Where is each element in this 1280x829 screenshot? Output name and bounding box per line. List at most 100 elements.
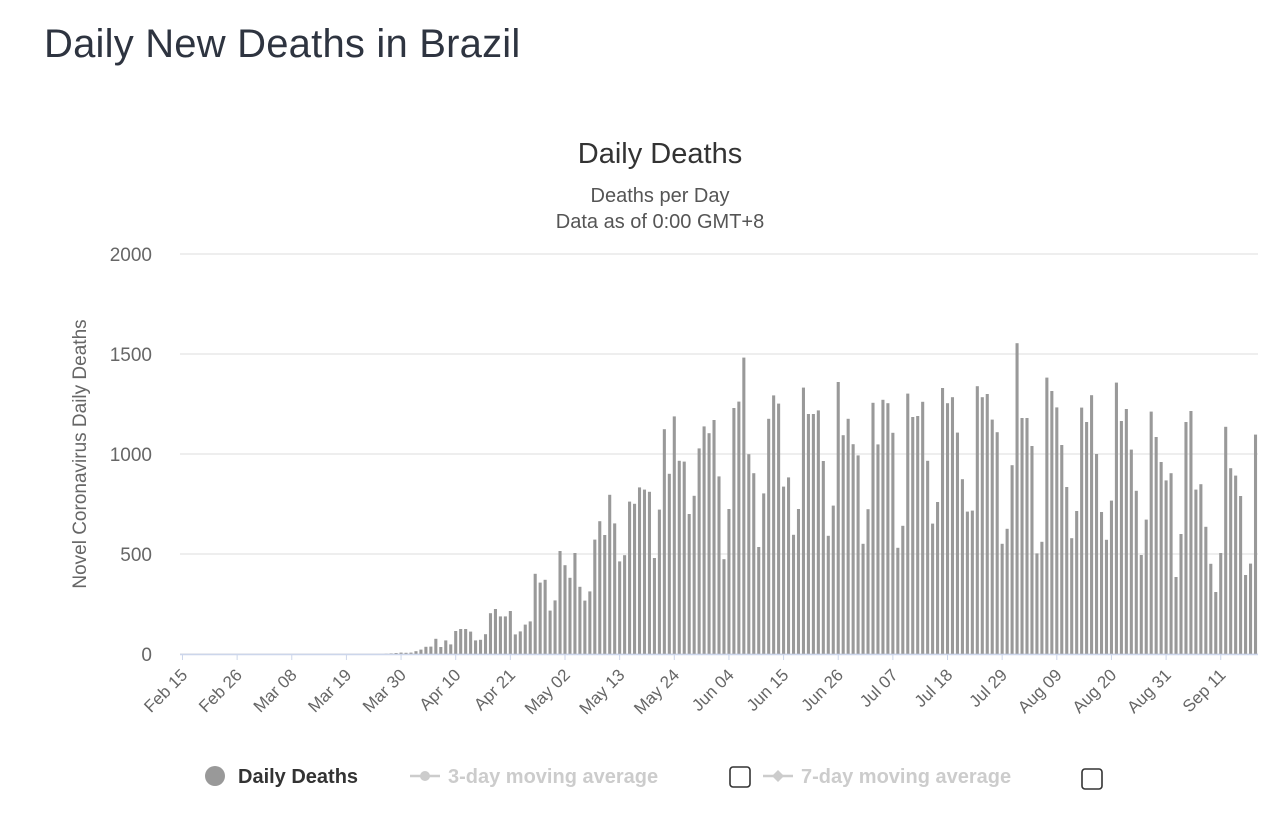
bar[interactable] <box>662 429 666 654</box>
bar[interactable] <box>891 432 895 654</box>
bar[interactable] <box>1244 575 1248 654</box>
bar[interactable] <box>1154 437 1158 654</box>
bar[interactable] <box>911 417 915 654</box>
bar[interactable] <box>1119 421 1123 654</box>
bar[interactable] <box>1114 382 1118 654</box>
bar[interactable] <box>782 486 786 654</box>
bar[interactable] <box>1169 473 1173 654</box>
bar[interactable] <box>796 509 801 654</box>
bar[interactable] <box>1204 526 1208 654</box>
bar[interactable] <box>841 435 845 654</box>
legend-checkbox-7-day[interactable] <box>1081 768 1103 790</box>
bar[interactable] <box>990 419 994 654</box>
bar[interactable] <box>945 403 950 654</box>
bar[interactable] <box>722 559 726 654</box>
bar[interactable] <box>836 382 840 654</box>
bar[interactable] <box>533 573 537 654</box>
legend-item-7-day-moving-average[interactable]: 7-day moving average <box>763 766 1011 788</box>
bar[interactable] <box>647 491 651 654</box>
bar[interactable] <box>677 460 681 654</box>
bar[interactable] <box>652 558 656 654</box>
bar[interactable] <box>1159 462 1163 654</box>
bar[interactable] <box>682 461 686 654</box>
bar[interactable] <box>434 638 438 654</box>
bar[interactable] <box>543 579 547 654</box>
bar[interactable] <box>657 509 661 654</box>
bar[interactable] <box>1095 454 1099 654</box>
bar[interactable] <box>449 644 453 654</box>
bar[interactable] <box>667 473 671 654</box>
bar[interactable] <box>479 639 483 654</box>
bar[interactable] <box>995 432 999 654</box>
bar[interactable] <box>772 395 776 654</box>
bar[interactable] <box>608 494 612 654</box>
bar[interactable] <box>498 616 502 654</box>
bar[interactable] <box>752 473 756 654</box>
bar[interactable] <box>876 444 880 654</box>
bar[interactable] <box>1124 409 1128 654</box>
bar[interactable] <box>399 652 403 654</box>
bar[interactable] <box>821 461 825 654</box>
bar[interactable] <box>702 426 706 654</box>
bar[interactable] <box>1035 553 1039 654</box>
bar[interactable] <box>568 577 572 654</box>
bar[interactable] <box>1090 395 1094 654</box>
bar[interactable] <box>1194 489 1198 654</box>
bar[interactable] <box>1005 528 1009 654</box>
bar[interactable] <box>578 586 582 654</box>
bar[interactable] <box>1239 496 1243 654</box>
bar[interactable] <box>672 416 676 654</box>
bar[interactable] <box>1164 480 1168 654</box>
bar[interactable] <box>1253 434 1258 654</box>
bar[interactable] <box>881 399 885 654</box>
bar[interactable] <box>901 525 905 654</box>
bar[interactable] <box>1249 563 1253 654</box>
bar[interactable] <box>1050 391 1054 654</box>
bar[interactable] <box>737 401 741 654</box>
bar[interactable] <box>573 553 577 654</box>
bar[interactable] <box>936 502 940 654</box>
bar[interactable] <box>707 433 711 654</box>
bar[interactable] <box>1144 519 1148 654</box>
bar[interactable] <box>1060 445 1064 654</box>
bar[interactable] <box>1109 500 1113 654</box>
bar[interactable] <box>816 410 820 654</box>
bar[interactable] <box>985 394 989 654</box>
bar[interactable] <box>553 600 557 654</box>
bar[interactable] <box>980 397 984 654</box>
bar[interactable] <box>439 647 443 654</box>
bar[interactable] <box>801 387 805 654</box>
bar[interactable] <box>469 631 473 654</box>
bar[interactable] <box>454 631 458 654</box>
bar[interactable] <box>831 505 835 654</box>
bar[interactable] <box>787 477 791 654</box>
bar[interactable] <box>886 403 890 654</box>
bar[interactable] <box>1025 418 1029 654</box>
bar[interactable] <box>1020 418 1024 654</box>
bar[interactable] <box>941 388 945 654</box>
bar[interactable] <box>697 448 701 654</box>
bar[interactable] <box>1174 577 1178 654</box>
bar[interactable] <box>727 509 731 654</box>
bar[interactable] <box>464 629 468 654</box>
bar[interactable] <box>538 582 542 654</box>
bar[interactable] <box>459 629 463 654</box>
bar[interactable] <box>975 386 979 654</box>
bar[interactable] <box>1040 541 1044 654</box>
bar[interactable] <box>404 652 408 654</box>
bar[interactable] <box>747 454 751 654</box>
bar[interactable] <box>414 651 418 654</box>
bar[interactable] <box>767 418 771 654</box>
bar[interactable] <box>1184 422 1188 654</box>
bar[interactable] <box>508 611 512 654</box>
bar[interactable] <box>1139 555 1143 654</box>
bar[interactable] <box>429 646 433 654</box>
bar[interactable] <box>762 493 766 654</box>
bar[interactable] <box>1045 377 1049 654</box>
bar[interactable] <box>717 476 721 654</box>
bar[interactable] <box>687 514 691 654</box>
bar[interactable] <box>628 501 632 654</box>
bar[interactable] <box>474 640 478 654</box>
bar[interactable] <box>1065 487 1069 654</box>
bar[interactable] <box>488 613 493 654</box>
